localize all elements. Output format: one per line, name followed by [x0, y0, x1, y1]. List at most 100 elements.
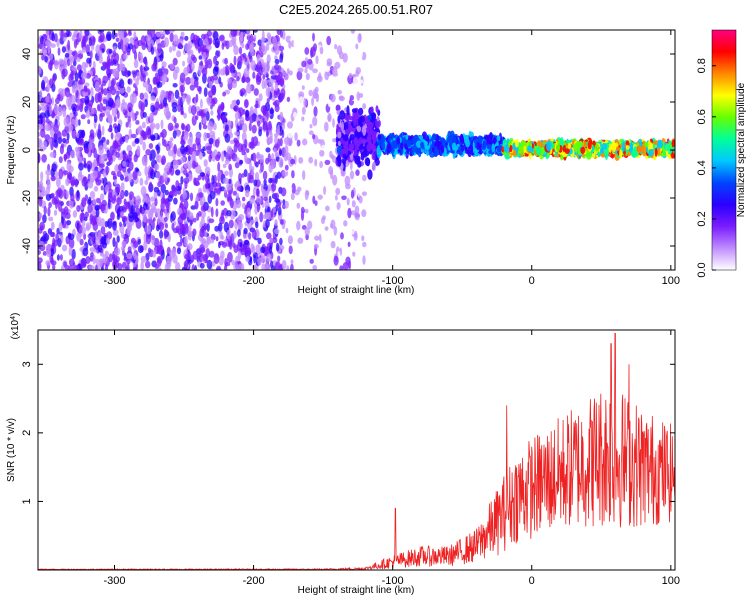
heatmap-cell [405, 134, 409, 140]
heatmap-cell [85, 73, 92, 79]
heatmap-cell [359, 48, 363, 59]
heatmap-cell [99, 258, 103, 268]
heatmap-cell [199, 228, 205, 238]
heatmap-cell [230, 30, 237, 37]
heatmap-cell [348, 35, 355, 41]
heatmap-cell [233, 143, 238, 153]
heatmap-cell [88, 196, 92, 205]
heatmap-cell [139, 204, 143, 213]
heatmap-cell [38, 139, 43, 150]
heatmap-cell [262, 107, 267, 117]
heatmap-cell [176, 50, 182, 58]
heatmap-cell [275, 242, 280, 252]
heatmap-cell [122, 108, 128, 116]
heatmap-cell [219, 186, 226, 192]
heatmap-cell [175, 180, 180, 188]
heatmap-cell [206, 44, 212, 51]
heatmap-cell [237, 55, 243, 66]
heatmap-cell [458, 146, 462, 152]
heatmap-cell [315, 55, 319, 65]
heatmap-cell [140, 255, 147, 263]
heatmap-cell [279, 53, 284, 63]
heatmap-cell [337, 131, 342, 139]
heatmap-cell [56, 177, 61, 188]
heatmap-cell [274, 174, 278, 184]
heatmap-cell [284, 75, 289, 81]
heatmap-cell [127, 78, 131, 85]
heatmap-cell [273, 74, 279, 80]
heatmap-cell [117, 263, 123, 270]
heatmap-cell [113, 194, 117, 202]
heatmap-cell [41, 103, 47, 112]
heatmap-cell [122, 204, 128, 211]
heatmap-cell [71, 34, 76, 42]
heatmap-cell [224, 57, 229, 65]
heatmap-cell [209, 190, 216, 200]
heatmap-cell [224, 257, 228, 268]
heatmap-cell [234, 111, 241, 120]
heatmap-cell [297, 67, 304, 73]
heatmap-cell [218, 255, 224, 266]
heatmap-cell [126, 51, 131, 56]
heatmap-cell [254, 171, 260, 182]
heatmap-cell [154, 163, 160, 171]
heatmap-cell [341, 195, 347, 201]
heatmap-cell [301, 60, 307, 68]
heatmap-cell [70, 176, 76, 187]
heatmap-cell [135, 120, 140, 125]
heatmap-cell [192, 160, 197, 169]
heatmap-cell [370, 106, 374, 114]
heatmap-cell [314, 158, 318, 167]
heatmap-cell [147, 247, 152, 254]
heatmap-cell [45, 244, 52, 250]
heatmap-cell [199, 172, 205, 177]
heatmap-cell [356, 91, 361, 101]
heatmap-cell [265, 147, 271, 153]
heatmap-cell [286, 137, 293, 147]
heatmap-cell [211, 157, 216, 162]
heatmap-cell [42, 214, 47, 224]
heatmap-cell [79, 169, 83, 178]
heatmap-cell [357, 160, 362, 168]
heatmap-cell [49, 62, 53, 72]
heatmap-cell [128, 161, 134, 171]
heatmap-cell [261, 39, 265, 49]
heatmap-cell [293, 33, 298, 40]
heatmap-cell [224, 124, 229, 132]
heatmap-cell [218, 222, 223, 232]
heatmap-cell [362, 103, 367, 110]
heatmap-cell [222, 66, 226, 76]
heatmap-cell [290, 259, 294, 265]
heatmap-cell [161, 155, 166, 166]
heatmap-cell [46, 180, 51, 190]
heatmap-cell [184, 235, 188, 247]
heatmap-cell [346, 198, 350, 206]
heatmap-cell [125, 159, 130, 168]
heatmap-cell [38, 65, 42, 75]
heatmap-cell [367, 169, 373, 180]
heatmap-cell [313, 243, 319, 249]
heatmap-cell [387, 136, 392, 142]
heatmap-cell [200, 111, 204, 119]
heatmap-cell [347, 126, 353, 133]
heatmap-cell [172, 254, 178, 264]
heatmap-cell [243, 67, 250, 79]
heatmap-cell [343, 134, 349, 142]
heatmap-cell [263, 196, 268, 202]
heatmap-cell [324, 159, 331, 165]
heatmap-cell [235, 199, 242, 209]
heatmap-cell [280, 187, 287, 197]
heatmap-cell [57, 237, 62, 248]
heatmap-cell [211, 174, 215, 185]
heatmap-cell [483, 140, 487, 150]
heatmap-cell [307, 58, 313, 65]
heatmap-cell [88, 265, 95, 270]
heatmap-cell [209, 250, 215, 258]
heatmap-cell [65, 151, 71, 159]
heatmap-cell [266, 130, 269, 138]
heatmap-cell [110, 132, 114, 140]
heatmap-cell [292, 112, 298, 118]
heatmap-cell [245, 109, 250, 118]
heatmap-cell [161, 61, 167, 68]
heatmap-cell [424, 141, 428, 150]
